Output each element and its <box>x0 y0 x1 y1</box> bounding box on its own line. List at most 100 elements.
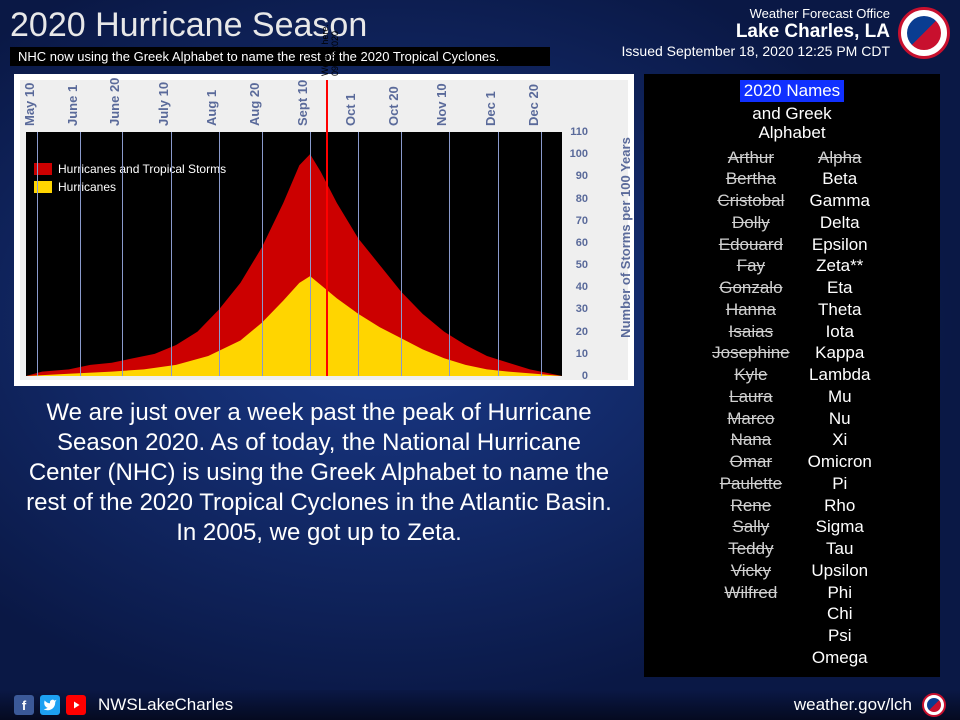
grid-line <box>219 132 220 376</box>
storm-name: Edouard <box>712 234 790 256</box>
storm-name: Zeta** <box>808 255 872 277</box>
grid-line <box>358 132 359 376</box>
storm-name: Alpha <box>808 147 872 169</box>
office-block: Weather Forecast Office Lake Charles, LA… <box>622 6 950 59</box>
y-axis-label: Number of Storms per 100 Years <box>619 137 634 338</box>
facebook-icon[interactable]: f <box>14 695 34 715</box>
y-tick: 60 <box>576 237 588 249</box>
grid-line <box>262 132 263 376</box>
storm-name: Teddy <box>712 538 790 560</box>
storm-name: Bertha <box>712 168 790 190</box>
storm-name: Omicron <box>808 451 872 473</box>
storm-name: Sigma <box>808 516 872 538</box>
storm-name: Upsilon <box>808 560 872 582</box>
header: 2020 Hurricane Season NHC now using the … <box>0 0 960 66</box>
storm-name: Pi <box>808 473 872 495</box>
y-tick: 110 <box>570 126 588 138</box>
date-tick: June 1 <box>65 85 80 126</box>
main-row: May 10 June 1 June 20 July 10 Aug 1 Aug 20 Sep… <box>0 66 960 677</box>
date-tick: Sept 10 <box>295 80 310 126</box>
footer-url[interactable]: weather.gov/lch <box>794 695 912 715</box>
storm-name: Nana <box>712 429 790 451</box>
y-tick: 40 <box>576 281 588 293</box>
storm-name: Wilfred <box>712 582 790 604</box>
storm-name: Kappa <box>808 342 872 364</box>
grid-line <box>171 132 172 376</box>
footer: f NWSLakeCharles weather.gov/lch <box>0 690 960 720</box>
y-tick: 20 <box>576 326 588 338</box>
date-tick: Aug 20 <box>247 83 262 126</box>
grid-line <box>449 132 450 376</box>
grid-line <box>310 132 311 376</box>
y-tick: 10 <box>576 348 588 360</box>
grid-line <box>37 132 38 376</box>
date-tick: Oct 20 <box>386 86 401 126</box>
greek-names-column: AlphaBetaGammaDeltaEpsilonZeta**EtaTheta… <box>808 147 872 669</box>
storm-name: Epsilon <box>808 234 872 256</box>
social-icons: f <box>14 695 86 715</box>
date-tick: Dec 1 <box>483 91 498 126</box>
storm-name: Psi <box>808 625 872 647</box>
storm-name: Dolly <box>712 212 790 234</box>
names-heading-line1: 2020 Names <box>740 80 844 102</box>
storm-name: Rene <box>712 495 790 517</box>
storm-name: Tau <box>808 538 872 560</box>
storm-name: Omar <box>712 451 790 473</box>
y-tick: 80 <box>576 193 588 205</box>
youtube-icon[interactable] <box>66 695 86 715</box>
chart-inner: May 10 June 1 June 20 July 10 Aug 1 Aug 20 Sep… <box>20 80 628 380</box>
storm-name: Kyle <box>712 364 790 386</box>
page-title: 2020 Hurricane Season <box>10 6 550 45</box>
body-text: We are just over a week past the peak of… <box>14 386 634 548</box>
storm-name: Fay <box>712 255 790 277</box>
chart-plot-area: Hurricanes and Tropical Storms Hurricanes <box>26 132 562 376</box>
grid-line <box>401 132 402 376</box>
storm-name: Gamma <box>808 190 872 212</box>
storm-name: Theta <box>808 299 872 321</box>
storm-name: Mu <box>808 386 872 408</box>
date-tick: Oct 1 <box>343 93 358 126</box>
grid-line <box>80 132 81 376</box>
date-tick: May 10 <box>22 83 37 126</box>
legend-row: Hurricanes and Tropical Storms <box>34 162 226 176</box>
issued-timestamp: Issued September 18, 2020 12:25 PM CDT <box>622 43 890 59</box>
now-label-text: We are here. <box>320 24 330 76</box>
storm-name: Paulette <box>712 473 790 495</box>
storm-name: Hanna <box>712 299 790 321</box>
storm-name: Phi <box>808 582 872 604</box>
storm-name: Eta <box>808 277 872 299</box>
date-tick: July 10 <box>156 82 171 126</box>
nws-logo-small-icon <box>922 693 946 717</box>
subtitle-bar: NHC now using the Greek Alphabet to name… <box>10 47 550 66</box>
date-tick: Aug 1 <box>204 90 219 126</box>
names-heading-line2: and Greek <box>752 104 831 123</box>
storm-name: Iota <box>808 321 872 343</box>
y-tick: 30 <box>576 303 588 315</box>
chart-frame: May 10 June 1 June 20 July 10 Aug 1 Aug 20 Sep… <box>14 74 634 386</box>
date-tick: June 20 <box>107 78 122 126</box>
legend-label: Hurricanes <box>58 180 116 194</box>
storm-name: Isaias <box>712 321 790 343</box>
y-tick: 90 <box>576 170 588 182</box>
y-tick: 50 <box>576 259 588 271</box>
storm-name: Sally <box>712 516 790 538</box>
footer-handle: NWSLakeCharles <box>98 695 233 715</box>
title-block: 2020 Hurricane Season NHC now using the … <box>10 6 550 66</box>
twitter-icon[interactable] <box>40 695 60 715</box>
nws-logo-icon <box>898 7 950 59</box>
storm-name: Marco <box>712 408 790 430</box>
legend-row: Hurricanes <box>34 180 226 194</box>
y-tick: 100 <box>570 148 588 160</box>
storm-name: Josephine <box>712 342 790 364</box>
y-axis: 0102030405060708090100110 <box>562 132 588 376</box>
y-tick: 70 <box>576 215 588 227</box>
storm-name: Laura <box>712 386 790 408</box>
legend-label: Hurricanes and Tropical Storms <box>58 162 226 176</box>
grid-line <box>498 132 499 376</box>
y-tick: 0 <box>582 370 588 382</box>
storm-name: Rho <box>808 495 872 517</box>
now-marker-line <box>326 80 328 376</box>
atlantic-names-column: ArthurBerthaCristobalDollyEdouardFayGonz… <box>712 147 790 669</box>
storm-name: Nu <box>808 408 872 430</box>
wfo-label: Weather Forecast Office <box>622 6 890 21</box>
